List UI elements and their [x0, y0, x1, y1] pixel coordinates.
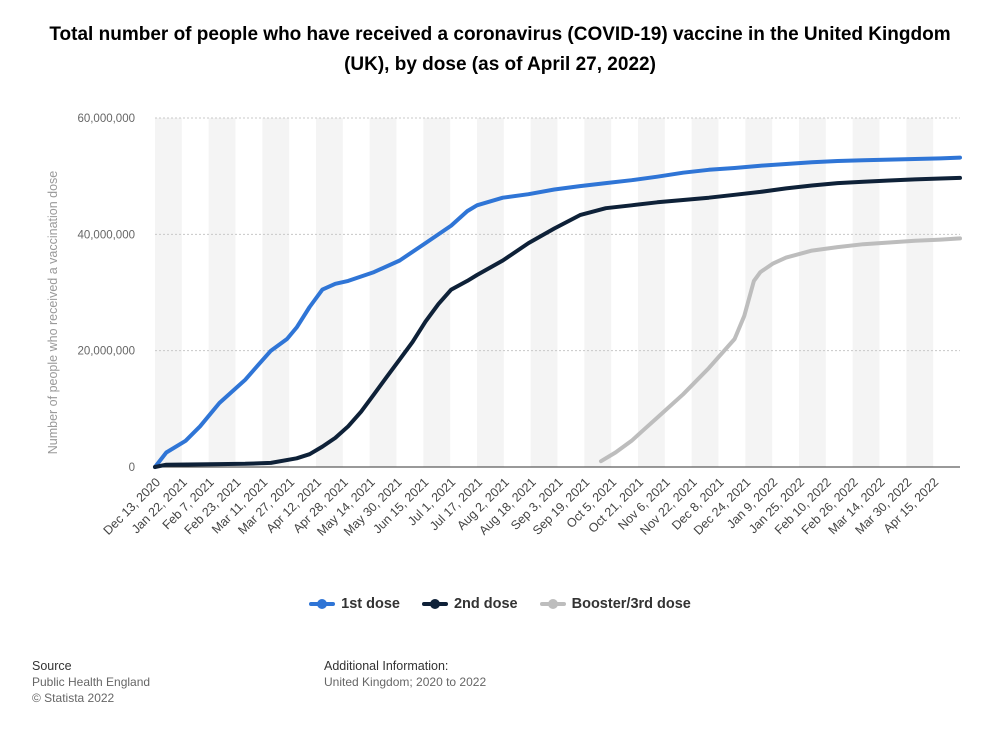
background-band	[852, 118, 880, 467]
legend-marker-icon	[539, 599, 566, 609]
y-tick-label: 40,000,000	[77, 229, 135, 241]
legend-item-booster-3rd-dose[interactable]: Booster/3rd dose	[539, 596, 691, 612]
footer-additional-info: Additional Information: United Kingdom; …	[324, 658, 486, 690]
background-band	[208, 118, 236, 467]
y-tick-label: 60,000,000	[77, 113, 135, 125]
legend: 1st dose 2nd dose Booster/3rd dose	[0, 596, 1000, 612]
legend-item-2nd-dose[interactable]: 2nd dose	[421, 596, 518, 612]
background-band	[906, 118, 934, 467]
footer-source: Source Public Health England © Statista …	[32, 658, 150, 706]
series-line-1st-dose	[153, 155, 962, 469]
copyright: © Statista 2022	[32, 691, 115, 705]
background-band	[691, 118, 719, 467]
info-heading: Additional Information:	[324, 659, 449, 673]
series-lines	[153, 155, 962, 469]
legend-label: 2nd dose	[453, 596, 518, 612]
legend-marker-icon	[309, 599, 336, 609]
source-name[interactable]: Public Health England	[32, 675, 151, 689]
background-band	[262, 118, 290, 467]
background-band	[369, 118, 397, 467]
y-tick-label: 20,000,000	[77, 346, 135, 358]
legend-item-1st-dose[interactable]: 1st dose	[309, 596, 400, 612]
info-text: United Kingdom; 2020 to 2022	[324, 675, 487, 689]
background-band	[477, 118, 504, 467]
series-line-booster-3rd-dose	[599, 236, 962, 464]
background-bands	[155, 118, 934, 467]
source-heading: Source	[32, 659, 72, 673]
legend-label: 1st dose	[341, 596, 400, 612]
chart-title: Total number of people who have received…	[49, 24, 951, 75]
y-tick-label: 0	[129, 462, 135, 474]
background-band	[530, 118, 558, 467]
background-band	[423, 118, 451, 467]
background-band	[584, 118, 612, 467]
background-band	[155, 118, 182, 467]
line-chart: 0 20,000,000 40,000,000 60,000,000 Dec 13, …	[46, 113, 962, 539]
background-band	[799, 118, 826, 467]
y-axis-label: Number of people who received a vaccinat…	[46, 171, 60, 455]
legend-label: Booster/3rd dose	[571, 596, 691, 612]
series-line-2nd-dose	[153, 175, 962, 469]
y-axis-ticks: 0 20,000,000 40,000,000 60,000,000	[77, 113, 135, 474]
legend-marker-icon	[421, 599, 448, 609]
